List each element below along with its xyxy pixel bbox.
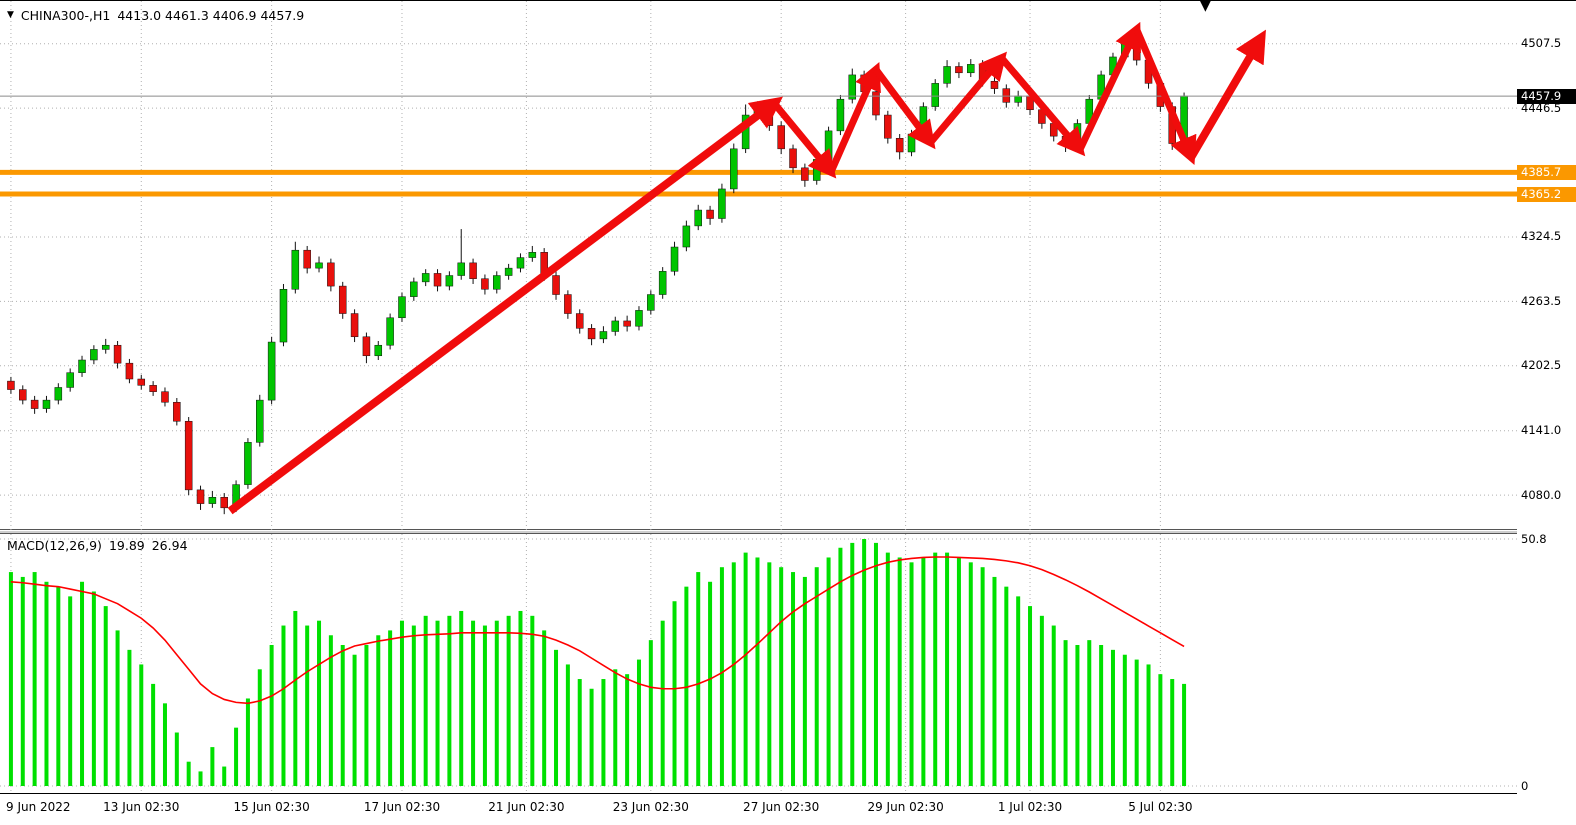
time-tick-label: 15 Jun 02:30 <box>233 800 310 814</box>
price-tick-label: 4141.0 <box>1521 423 1562 437</box>
level-price-badge: 4385.7 <box>1517 165 1576 180</box>
time-tick-label: 13 Jun 02:30 <box>103 800 180 814</box>
time-tick-label: 23 Jun 02:30 <box>612 800 689 814</box>
macd-signal-value: 26.94 <box>151 538 188 553</box>
price-chart-panel[interactable]: ▼ CHINA300-,H1 4413.0 4461.3 4406.9 4457… <box>0 0 1517 530</box>
macd-panel[interactable]: MACD(12,26,9) 19.89 26.94 <box>0 534 1517 794</box>
price-tick-label: 4324.5 <box>1521 229 1562 243</box>
price-tick-label: 4263.5 <box>1521 294 1562 308</box>
time-tick-label: 17 Jun 02:30 <box>363 800 441 814</box>
macd-indicator-label: MACD(12,26,9) 19.89 26.94 <box>7 538 188 553</box>
trend-arrows-group[interactable] <box>227 21 1266 515</box>
price-tick-label: 4080.0 <box>1521 488 1562 502</box>
symbol-timeframe-label: CHINA300-,H1 <box>20 8 111 23</box>
ohlc-values-label: 4413.0 4461.3 4406.9 4457.9 <box>117 8 305 23</box>
price-axis[interactable]: 4507.5 4446.5 4324.5 4263.5 4202.5 4141.0 4080… <box>1517 1 1576 794</box>
symbol-dropdown-icon[interactable]: ▼ <box>7 9 14 20</box>
time-axis[interactable]: 9 Jun 2022 13 Jun 02:30 15 Jun 02:30 17 Jun… <box>0 795 1576 825</box>
object-anchor-icon[interactable]: ▼ <box>1200 0 1211 14</box>
time-tick-label: 9 Jun 2022 <box>6 800 71 814</box>
support-level-lines[interactable] <box>0 169 1517 197</box>
price-tick-label: 4446.5 <box>1521 101 1562 115</box>
macd-name-label: MACD(12,26,9) <box>7 538 102 553</box>
time-tick-label: 21 Jun 02:30 <box>488 800 565 814</box>
panel-splitter[interactable] <box>0 531 1517 534</box>
macd-axis-zero-label: 0 <box>1521 779 1529 793</box>
time-tick-label: 5 Jul 02:30 <box>1128 800 1193 814</box>
price-tick-label: 4507.5 <box>1521 36 1562 50</box>
current-price-badge: 4457.9 <box>1517 89 1576 104</box>
time-tick-label: 29 Jun 02:30 <box>867 800 944 814</box>
macd-main-value: 19.89 <box>108 538 145 553</box>
price-chart-canvas[interactable] <box>0 1 1517 530</box>
time-tick-label: 1 Jul 02:30 <box>997 800 1063 814</box>
macd-axis-max-label: 50.8 <box>1521 532 1547 546</box>
macd-signal-line <box>10 556 1185 705</box>
macd-chart-canvas[interactable] <box>0 534 1517 794</box>
chart-header: ▼ CHINA300-,H1 4413.0 4461.3 4406.9 4457… <box>7 8 304 23</box>
level-price-badge: 4365.2 <box>1517 187 1576 202</box>
price-tick-label: 4202.5 <box>1521 358 1562 372</box>
time-tick-label: 27 Jun 02:30 <box>743 800 820 814</box>
macd-histogram-group <box>8 539 1187 786</box>
gridlines <box>0 1 1517 530</box>
